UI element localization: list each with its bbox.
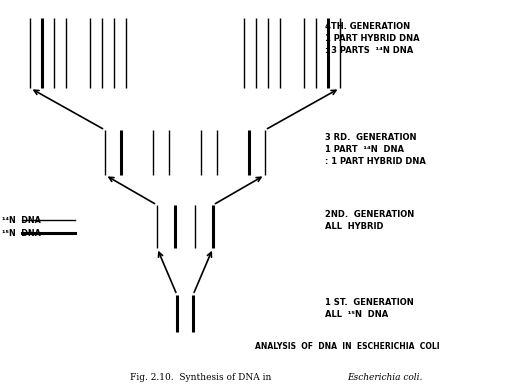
Text: 2ND.  GENERATION: 2ND. GENERATION [325, 210, 414, 219]
Text: : 3 PARTS  ¹⁴N DNA: : 3 PARTS ¹⁴N DNA [325, 46, 413, 55]
Text: : 1 PART HYBRID DNA: : 1 PART HYBRID DNA [325, 157, 426, 166]
Text: ALL  HYBRID: ALL HYBRID [325, 222, 383, 231]
Text: 1 PART HYBRID DNA: 1 PART HYBRID DNA [325, 34, 420, 43]
Text: ¹⁴N  DNA: ¹⁴N DNA [2, 216, 41, 225]
Text: Fig. 2.10.  Synthesis of DNA in: Fig. 2.10. Synthesis of DNA in [130, 374, 274, 383]
Text: ¹⁵N  DNA: ¹⁵N DNA [2, 229, 41, 238]
Text: 1 PART  ¹⁴N  DNA: 1 PART ¹⁴N DNA [325, 145, 404, 154]
Text: ALL  ¹⁵N  DNA: ALL ¹⁵N DNA [325, 310, 388, 319]
Text: 1 ST.  GENERATION: 1 ST. GENERATION [325, 298, 414, 307]
Text: 3 RD.  GENERATION: 3 RD. GENERATION [325, 133, 417, 142]
Text: Escherichia coli.: Escherichia coli. [347, 374, 422, 383]
Text: ANALYSIS  OF  DNA  IN  ESCHERICHIA  COLI: ANALYSIS OF DNA IN ESCHERICHIA COLI [255, 342, 440, 351]
Text: 4TH. GENERATION: 4TH. GENERATION [325, 22, 410, 31]
